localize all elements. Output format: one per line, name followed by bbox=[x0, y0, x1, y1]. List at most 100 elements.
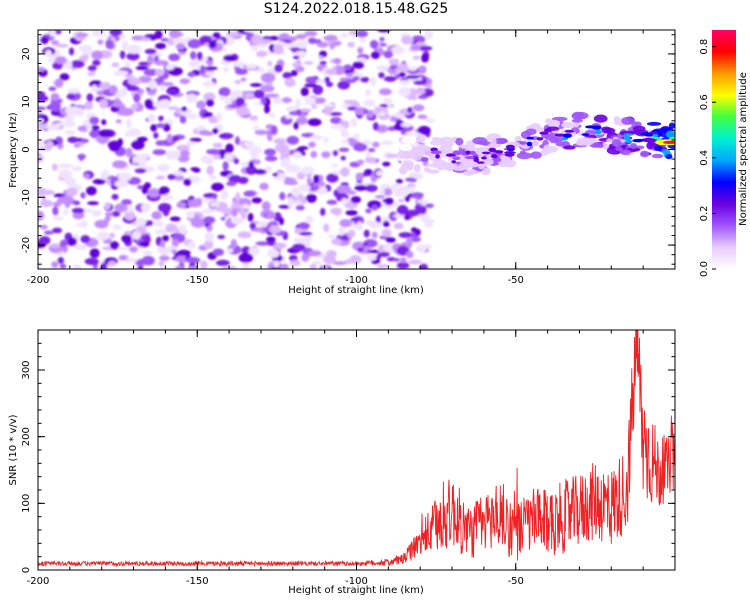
spectrogram-signal-core bbox=[544, 128, 553, 133]
spectrogram-noise-blob bbox=[133, 93, 141, 103]
spectrogram-noise-blob bbox=[295, 205, 305, 211]
spectrogram-signal-blob bbox=[653, 145, 663, 151]
spectrogram-noise-blob bbox=[59, 263, 67, 269]
spectrogram-signal-blob bbox=[478, 164, 486, 170]
spectrogram-signal-core bbox=[554, 133, 566, 137]
spectrogram-noise-blob bbox=[331, 238, 343, 246]
spectrogram-signal-core bbox=[625, 140, 633, 144]
spectrogram-noise-blob bbox=[331, 66, 337, 76]
spectrogram-noise-blob bbox=[146, 220, 154, 226]
spectrogram-noise-blob bbox=[165, 64, 175, 71]
spectrogram-noise-blob bbox=[196, 51, 203, 61]
spectrogram-noise-blob bbox=[234, 68, 248, 75]
spectrogram-noise-blob bbox=[108, 260, 117, 267]
spectrogram-noise-blob bbox=[253, 125, 260, 131]
spectrogram-noise-blob bbox=[385, 153, 400, 158]
spectrogram-signal-blob bbox=[467, 147, 483, 152]
spectrogram-noise-blob bbox=[376, 170, 384, 177]
spectrogram-noise-blob bbox=[330, 207, 343, 215]
spectrogram-noise-blob bbox=[105, 211, 114, 217]
spectrogram-noise-blob bbox=[343, 120, 350, 129]
spectrogram-noise-blob bbox=[50, 40, 60, 45]
spectrogram-noise-blob bbox=[418, 65, 427, 74]
spectrogram-signal-blob bbox=[563, 145, 576, 150]
spectrogram-noise-blob bbox=[218, 132, 234, 140]
spectrogram-noise-blob bbox=[253, 169, 267, 175]
spectrogram-noise-blob bbox=[424, 30, 434, 40]
spectrogram-noise-blob bbox=[234, 79, 242, 85]
spectrogram-noise-blob bbox=[417, 125, 431, 135]
spectrogram-noise-blob bbox=[293, 121, 299, 130]
spectrogram-noise-blob bbox=[360, 76, 370, 83]
spectrogram-signal-blob bbox=[615, 146, 623, 152]
spectrogram-noise-blob bbox=[52, 227, 63, 234]
spectrogram-noise-blob bbox=[200, 260, 208, 269]
spectrogram-noise-blob bbox=[260, 96, 267, 105]
spectrogram-noise-blob bbox=[80, 192, 86, 199]
spectrogram-noise-blob bbox=[187, 71, 196, 78]
spectrogram-noise-blob bbox=[288, 111, 301, 116]
spectrogram-noise-blob bbox=[91, 30, 106, 37]
spectrogram-noise-blob bbox=[224, 152, 233, 162]
spectrogram-noise-blob bbox=[158, 255, 170, 261]
spectrogram-noise-blob bbox=[83, 173, 91, 179]
spectrogram-noise-blob bbox=[304, 30, 318, 37]
spectrogram-noise-blob bbox=[424, 220, 433, 229]
spectrogram-noise-blob bbox=[49, 30, 57, 38]
spectrogram-noise-blob bbox=[296, 171, 306, 180]
spectrogram-signal-blob bbox=[600, 142, 610, 150]
spectrogram-noise-blob bbox=[249, 115, 259, 121]
spectrogram-noise-blob bbox=[279, 149, 291, 156]
spectrogram-noise-blob bbox=[116, 109, 132, 116]
spectrogram-noise-blob bbox=[232, 61, 246, 68]
spectrogram-x-axis-title: Height of straight line (km) bbox=[288, 285, 424, 296]
spectrogram-noise-blob bbox=[337, 80, 350, 90]
spectrogram-noise-blob bbox=[287, 198, 294, 208]
spectrogram-noise-blob bbox=[333, 58, 342, 65]
spectrogram-noise-blob bbox=[141, 255, 155, 266]
spectrogram-noise-blob bbox=[192, 167, 201, 173]
spectrogram-noise-blob bbox=[159, 85, 166, 92]
spectrogram-signal-blob bbox=[525, 128, 537, 135]
spectrogram-noise-blob bbox=[338, 226, 346, 236]
spectrogram-noise-blob bbox=[375, 124, 389, 133]
spectrogram-noise-blob bbox=[75, 223, 88, 228]
spectrogram-noise-blob bbox=[305, 193, 317, 203]
spectrogram-noise-blob bbox=[131, 139, 145, 150]
spectrogram-noise-blob bbox=[117, 172, 132, 182]
spectrogram-noise-blob bbox=[237, 231, 252, 239]
x-tick-label: -150 bbox=[186, 275, 209, 286]
spectrogram-noise-blob bbox=[226, 248, 234, 253]
spectrogram-noise-blob bbox=[285, 105, 299, 112]
spectrogram-noise-blob bbox=[384, 204, 395, 209]
spectrogram-noise-blob bbox=[56, 122, 70, 127]
spectrogram-noise-blob bbox=[352, 76, 360, 81]
spectrogram-noise-blob bbox=[292, 55, 300, 60]
spectrogram-signal-blob bbox=[584, 129, 599, 135]
colorbar: 0.0 0.2 0.4 0.6 0.8 Normalized spectral ampl… bbox=[699, 30, 749, 277]
spectrogram-noise-blob bbox=[231, 208, 238, 217]
spectrogram-signal-blob bbox=[574, 111, 589, 120]
spectrogram-noise-blob bbox=[383, 50, 393, 59]
spectrogram-signal-blob bbox=[423, 167, 431, 173]
spectrogram-noise-blob bbox=[365, 184, 378, 192]
spectrogram-noise-blob bbox=[158, 115, 164, 122]
spectrogram-signal-core bbox=[465, 150, 471, 155]
spectrogram-noise-blob bbox=[245, 63, 258, 69]
spectrogram-signal-blob bbox=[621, 116, 634, 125]
spectrogram-noise-blob bbox=[347, 41, 355, 48]
spectrogram-noise-blob bbox=[285, 164, 301, 173]
spectrogram-noise-blob bbox=[320, 207, 326, 216]
spectrogram-noise-blob bbox=[51, 261, 59, 269]
spectrogram-noise-blob bbox=[370, 51, 380, 60]
spectrogram-noise-blob bbox=[167, 174, 177, 180]
spectrogram-signal-blob bbox=[640, 138, 657, 142]
spectrogram-noise-blob bbox=[340, 167, 350, 177]
spectrogram-noise-blob bbox=[396, 262, 410, 269]
spectrogram-noise-blob bbox=[160, 37, 169, 42]
spectrogram-noise-blob bbox=[78, 44, 93, 53]
spectrogram-noise-blob bbox=[38, 106, 47, 111]
spectrogram-noise-blob bbox=[62, 209, 70, 215]
spectrogram-noise-blob bbox=[60, 195, 74, 204]
spectrogram-noise-blob bbox=[130, 103, 139, 110]
